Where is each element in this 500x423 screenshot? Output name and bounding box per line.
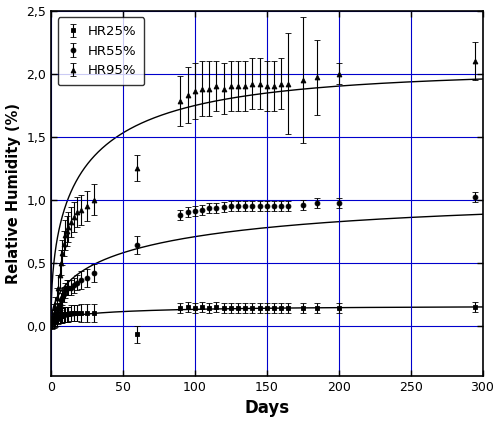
Legend: HR25%, HR55%, HR95%: HR25%, HR55%, HR95% — [58, 17, 144, 85]
Y-axis label: Relative Humidity (%): Relative Humidity (%) — [6, 103, 20, 284]
X-axis label: Days: Days — [244, 399, 290, 418]
